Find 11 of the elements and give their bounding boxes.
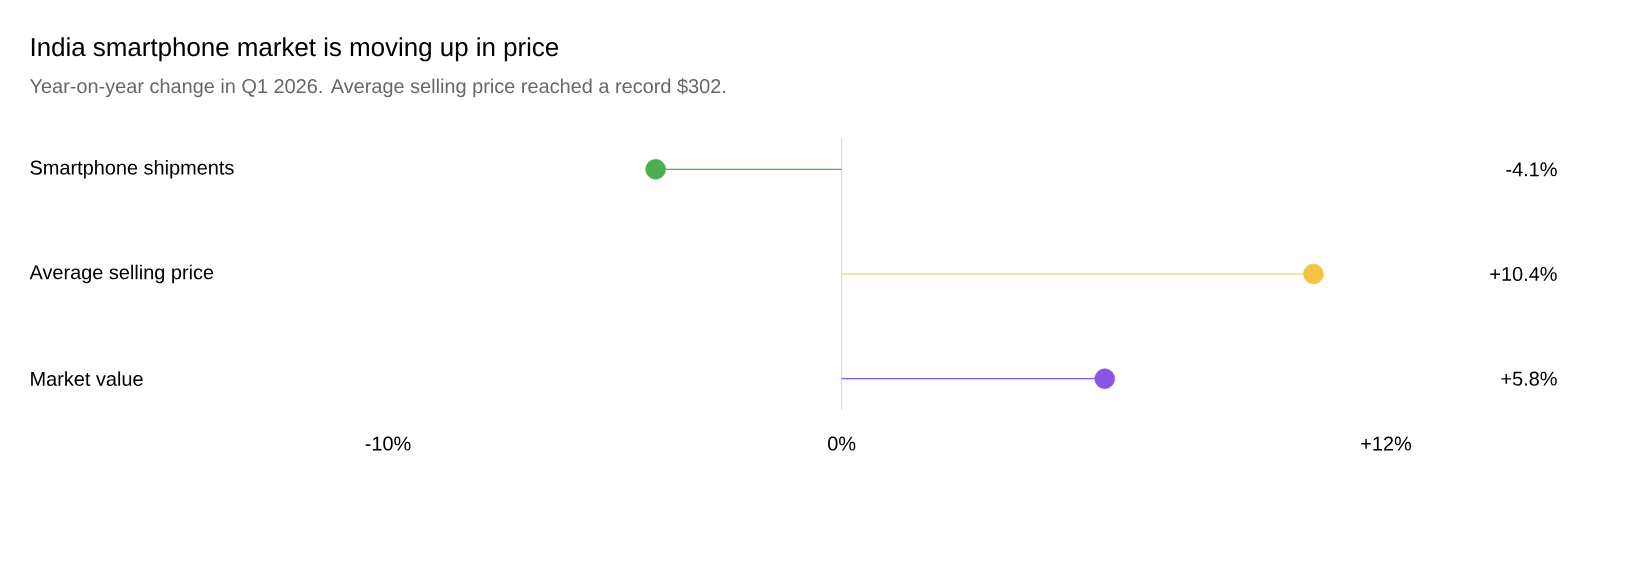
x-tick-label: -10%: [365, 436, 411, 451]
y-tick-label: Smartphone shipments: [30, 160, 234, 179]
chart-subtitle: Year-on-year change in Q1 2026. Average selling price reached a record $302.: [29, 78, 726, 98]
y-tick-label: Average selling price: [29, 264, 214, 284]
x-tick-label: 0%: [828, 436, 856, 451]
x-tick-label: +12%: [1361, 436, 1412, 451]
data-label: +5.8%: [1501, 371, 1557, 386]
data-label: -4.1%: [1506, 162, 1557, 177]
y-tick-label: Market value: [31, 371, 143, 386]
chart-title: India smartphone market is moving up in price: [31, 37, 559, 62]
data-label: +10.4%: [1490, 266, 1557, 282]
